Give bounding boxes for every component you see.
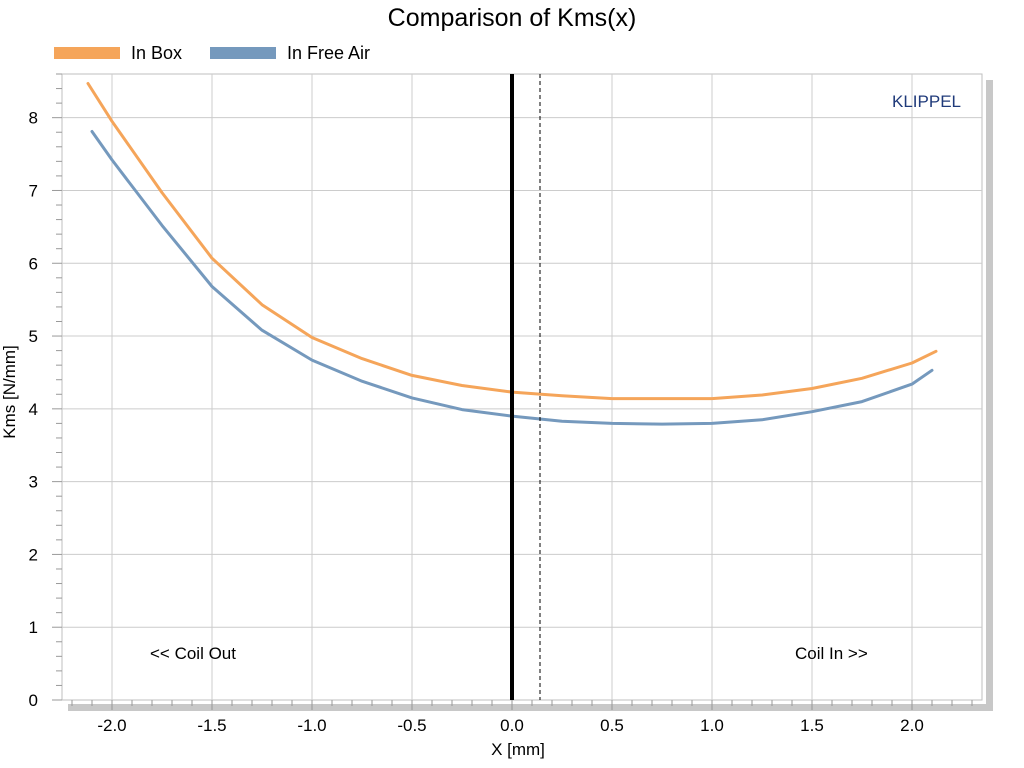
y-tick-label: 8 xyxy=(29,109,38,128)
legend-label-in-free-air: In Free Air xyxy=(287,43,370,63)
plot-area xyxy=(61,73,983,701)
plot-frame-shadow xyxy=(986,80,993,711)
x-tick-label: -1.5 xyxy=(197,716,226,735)
x-tick-label: -0.5 xyxy=(397,716,426,735)
x-tick-label: 1.0 xyxy=(700,716,724,735)
y-tick-label: 2 xyxy=(29,545,38,564)
y-tick-label: 7 xyxy=(29,181,38,200)
x-tick-label: -1.0 xyxy=(297,716,326,735)
legend: In Box In Free Air xyxy=(54,43,370,63)
y-tick-label: 1 xyxy=(29,618,38,637)
reference-lines xyxy=(510,74,541,700)
plot-frame-shadow-bottom xyxy=(68,704,993,711)
legend-label-in-box: In Box xyxy=(131,43,182,63)
y-axis-title: Kms [N/mm] xyxy=(0,345,19,439)
x-tick-label: 2.0 xyxy=(900,716,924,735)
klippel-brand-label: KLIPPEL xyxy=(892,92,961,111)
x-tick-label: 0.0 xyxy=(500,716,524,735)
y-tick-labels: 0 1 2 3 4 5 6 7 8 xyxy=(29,109,38,710)
y-tick-label: 0 xyxy=(29,691,38,710)
y-tick-label: 5 xyxy=(29,327,38,346)
minor-ticks xyxy=(52,73,973,710)
x-tick-label: 1.5 xyxy=(800,716,824,735)
legend-swatch-in-box xyxy=(54,47,120,59)
x-tick-labels: -2.0 -1.5 -1.0 -0.5 0.0 0.5 1.0 1.5 2.0 xyxy=(97,716,923,735)
x-tick-label: -2.0 xyxy=(97,716,126,735)
x-tick-label: 0.5 xyxy=(600,716,624,735)
legend-swatch-in-free-air xyxy=(210,47,276,59)
coil-in-annotation: Coil In >> xyxy=(795,644,868,663)
x-axis-title: X [mm] xyxy=(491,740,545,759)
chart-title: Comparison of Kms(x) xyxy=(388,4,637,32)
coil-out-annotation: << Coil Out xyxy=(150,644,236,663)
y-tick-label: 6 xyxy=(29,254,38,273)
y-tick-label: 4 xyxy=(29,400,38,419)
y-tick-label: 3 xyxy=(29,473,38,492)
